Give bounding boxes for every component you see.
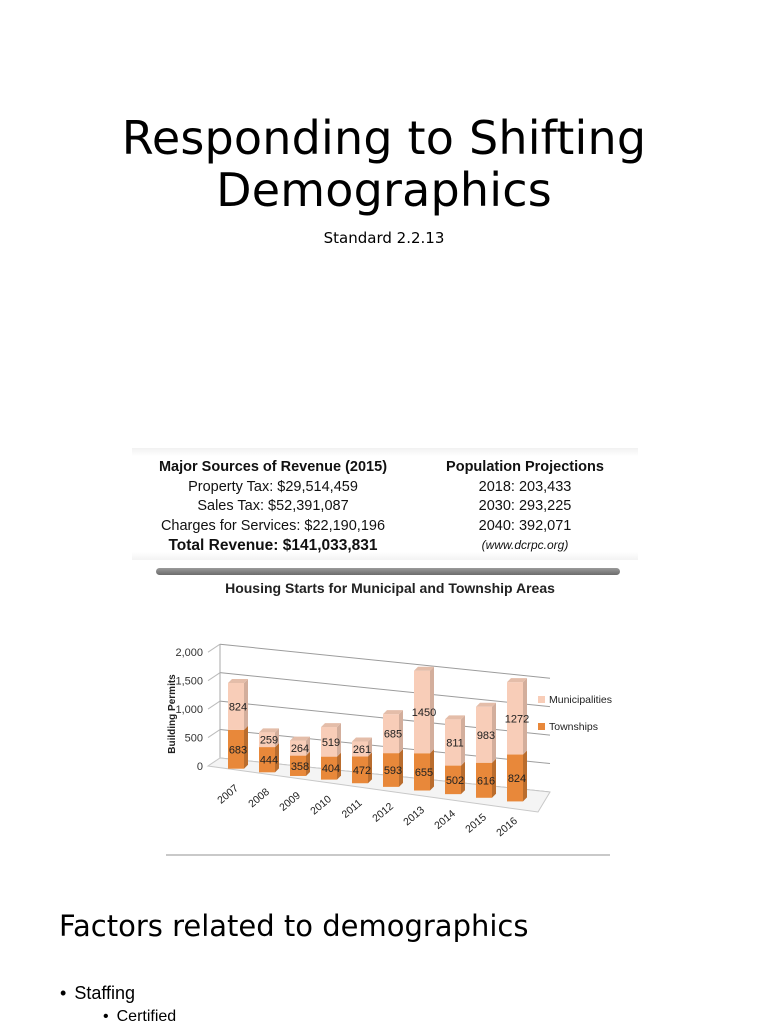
divider-bar — [156, 568, 620, 575]
svg-text:261: 261 — [353, 744, 371, 756]
svg-text:1450: 1450 — [412, 707, 436, 719]
svg-text:2016: 2016 — [494, 815, 520, 839]
slide-title: Responding to Shifting Demographics — [0, 112, 768, 216]
svg-text:2012: 2012 — [370, 800, 396, 824]
svg-text:Building Permits: Building Permits — [167, 674, 178, 754]
svg-text:983: 983 — [477, 730, 495, 742]
svg-text:683: 683 — [229, 744, 247, 756]
population-column: Population Projections 2018: 203,433 203… — [414, 458, 636, 556]
population-line: 2040: 392,071 — [478, 517, 572, 534]
svg-text:2008: 2008 — [246, 786, 272, 810]
housing-starts-chart: 0 500 1,000 1,500 2,000 Building Permits 683 8… — [167, 643, 612, 839]
svg-text:1,000: 1,000 — [175, 704, 203, 716]
chart-title: Housing Starts for Municipal and Townshi… — [225, 580, 555, 596]
population-line: 2018: 203,433 — [478, 478, 572, 495]
svg-text:404: 404 — [322, 763, 340, 775]
svg-text:502: 502 — [446, 775, 464, 787]
revenue-line: Charges for Services: $22,190,196 — [160, 517, 386, 534]
bullet-label: Staffing — [74, 983, 136, 1003]
svg-text:811: 811 — [446, 738, 464, 750]
svg-text:2010: 2010 — [308, 793, 334, 817]
svg-text:264: 264 — [291, 743, 309, 755]
title-line-1: Responding to Shifting — [121, 111, 647, 165]
svg-text:444: 444 — [260, 755, 278, 767]
revenue-heading: Major Sources of Revenue (2015) — [158, 459, 388, 475]
svg-text:2015: 2015 — [463, 811, 489, 835]
revenue-total: Total Revenue: $141,033,831 — [168, 537, 378, 554]
infographic-image: Major Sources of Revenue (2015) Property… — [130, 446, 640, 864]
svg-text:2014: 2014 — [432, 808, 458, 832]
svg-text:685: 685 — [384, 729, 402, 741]
chart-gridlines — [206, 643, 551, 813]
svg-text:1,500: 1,500 — [175, 676, 203, 688]
svg-text:824: 824 — [508, 773, 526, 785]
svg-text:824: 824 — [229, 701, 247, 713]
sub-bullet-item: • Certified — [103, 1008, 176, 1026]
revenue-line: Sales Tax: $52,391,087 — [197, 498, 349, 514]
svg-text:2011: 2011 — [340, 797, 365, 821]
svg-text:0: 0 — [197, 761, 203, 773]
bullet-item: • Staffing — [60, 983, 135, 1004]
svg-text:Municipalities: Municipalities — [549, 694, 612, 706]
bullet-icon: • — [103, 1008, 109, 1025]
svg-text:593: 593 — [384, 765, 402, 777]
svg-text:2007: 2007 — [215, 782, 241, 806]
title-line-2: Demographics — [216, 163, 552, 217]
svg-text:358: 358 — [291, 761, 309, 773]
chart-bars: 683 824 444 259 358 264 404 519 472 261 593 685 655 1… — [228, 666, 529, 802]
svg-text:2009: 2009 — [277, 789, 303, 813]
svg-text:2013: 2013 — [401, 804, 427, 828]
svg-text:655: 655 — [415, 767, 433, 779]
y-axis: 0 500 1,000 1,500 2,000 Building Permits — [167, 647, 203, 773]
population-heading: Population Projections — [446, 459, 604, 475]
svg-text:472: 472 — [353, 765, 371, 777]
revenue-line: Property Tax: $29,514,459 — [188, 478, 358, 495]
info-panel: Major Sources of Revenue (2015) Property… — [132, 448, 638, 560]
population-source: (www.dcrpc.org) — [481, 538, 569, 552]
svg-text:616: 616 — [477, 775, 495, 787]
svg-text:2,000: 2,000 — [175, 647, 203, 659]
svg-text:519: 519 — [322, 737, 340, 749]
svg-text:500: 500 — [185, 733, 203, 745]
chart-legend: Municipalities Townships — [538, 694, 612, 733]
bottom-rule — [166, 854, 610, 856]
section-heading: Factors related to demographics — [59, 909, 529, 943]
bullet-label: Certified — [116, 1008, 177, 1025]
revenue-column: Major Sources of Revenue (2015) Property… — [132, 458, 414, 556]
population-line: 2030: 293,225 — [478, 498, 572, 514]
svg-text:259: 259 — [260, 735, 278, 747]
svg-text:Townships: Townships — [549, 721, 598, 733]
bullet-icon: • — [60, 983, 67, 1003]
svg-text:1272: 1272 — [505, 713, 529, 725]
slide-subtitle: Standard 2.2.13 — [323, 229, 445, 247]
